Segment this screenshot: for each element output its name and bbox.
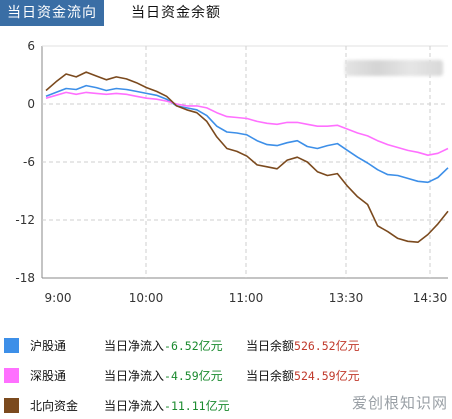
watermark: 爱创根知识网 xyxy=(351,394,448,412)
inflow-unit: 亿元 xyxy=(198,369,223,383)
series-line-1 xyxy=(45,91,449,156)
legend-name: 深股通 xyxy=(30,369,67,383)
balance-unit: 亿元 xyxy=(335,369,360,383)
tab-bar: 当日资金流向 当日资金余额 xyxy=(0,0,452,28)
blurred-overlay xyxy=(345,60,443,76)
x-tick-label: 10:00 xyxy=(129,291,164,305)
inflow-unit: 亿元 xyxy=(198,339,223,353)
legend-swatch-sh xyxy=(4,338,19,353)
capital-flow-chart: 6 0 -6 -12 -18 9:00 10:00 11:00 13:30 14:30 xyxy=(15,39,449,305)
balance-label: 当日余额 xyxy=(246,369,295,383)
y-tick-label: 6 xyxy=(27,39,35,53)
y-axis-ticks: 6 0 -6 -12 -18 xyxy=(15,39,35,285)
legend-row-north: 北向资金 当日净流入-11.11亿元 xyxy=(0,393,452,419)
balance-unit: 亿元 xyxy=(335,339,360,353)
legend-name: 北向资金 xyxy=(30,399,79,413)
series-line-2 xyxy=(45,71,449,243)
y-tick-label: -18 xyxy=(15,271,35,285)
x-tick-label: 14:30 xyxy=(413,291,448,305)
legend-swatch-north xyxy=(4,398,19,413)
legend-inflow: 当日净流入-4.59亿元 xyxy=(104,367,223,384)
x-tick-label: 9:00 xyxy=(45,291,72,305)
balance-value: 524.59 xyxy=(294,369,336,383)
legend-row-sh: 沪股通 当日净流入-6.52亿元 当日余额526.52亿元 xyxy=(0,333,452,359)
inflow-unit: 亿元 xyxy=(205,399,230,413)
inflow-label: 当日净流入 xyxy=(104,399,165,413)
legend-inflow: 当日净流入-11.11亿元 xyxy=(104,397,230,414)
legend-balance: 当日余额524.59亿元 xyxy=(246,367,360,384)
y-tick-label: -6 xyxy=(23,155,35,169)
chart-series xyxy=(45,71,449,243)
legend-balance: 当日余额526.52亿元 xyxy=(246,337,360,354)
y-tick-label: -12 xyxy=(15,213,35,227)
y-tick-label: 0 xyxy=(27,97,35,111)
series-line-0 xyxy=(45,84,449,184)
inflow-value: -11.11 xyxy=(164,399,206,413)
tab-daily-balance[interactable]: 当日资金余额 xyxy=(131,5,221,21)
legend-swatch-sz xyxy=(4,368,19,383)
x-tick-label: 13:30 xyxy=(329,291,364,305)
legend-inflow: 当日净流入-6.52亿元 xyxy=(104,337,223,354)
chart-grid xyxy=(41,45,448,279)
inflow-value: -6.52 xyxy=(164,339,199,353)
balance-label: 当日余额 xyxy=(246,339,295,353)
x-tick-label: 11:00 xyxy=(229,291,264,305)
tab-daily-flow[interactable]: 当日资金流向 xyxy=(0,0,104,26)
x-axis-ticks: 9:00 10:00 11:00 13:30 14:30 xyxy=(45,291,448,305)
inflow-label: 当日净流入 xyxy=(104,339,165,353)
legend-name: 沪股通 xyxy=(30,339,67,353)
inflow-label: 当日净流入 xyxy=(104,369,165,383)
balance-value: 526.52 xyxy=(294,339,336,353)
inflow-value: -4.59 xyxy=(164,369,199,383)
legend-row-sz: 深股通 当日净流入-4.59亿元 当日余额524.59亿元 xyxy=(0,363,452,389)
